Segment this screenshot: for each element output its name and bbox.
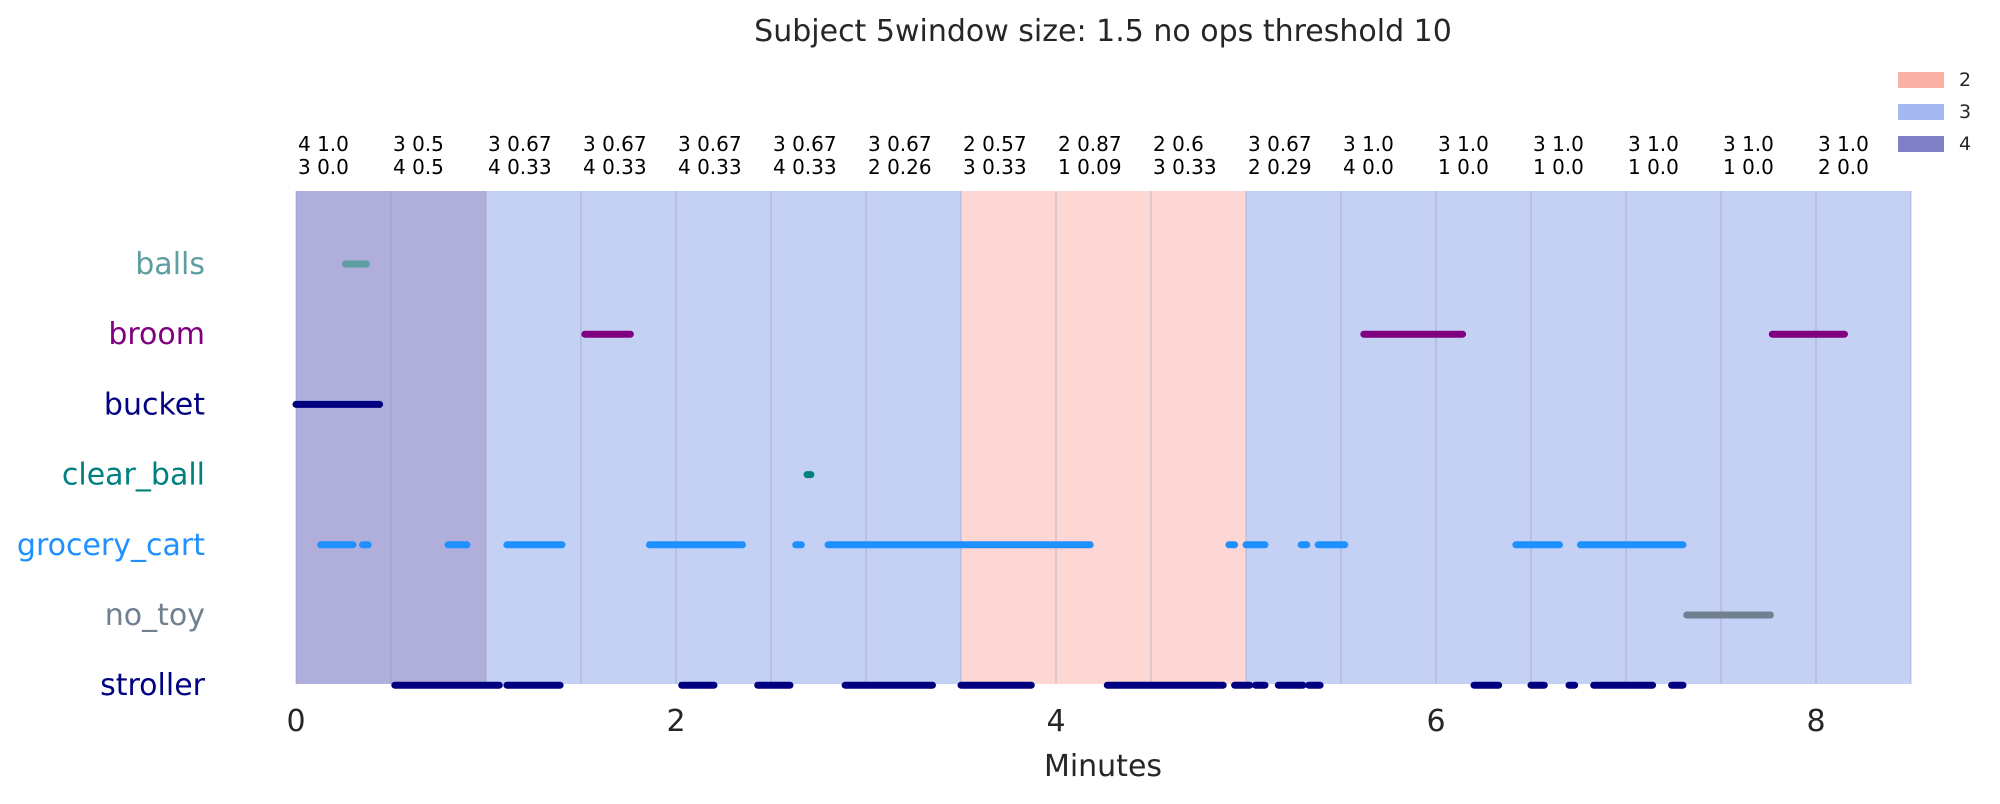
window-label-top-0: 4 1.0 [298, 132, 349, 156]
legend-label-2: 2 [1959, 69, 1971, 91]
window-label-bottom-14: 1 0.0 [1628, 155, 1679, 179]
window-label-top-16: 3 1.0 [1818, 132, 1869, 156]
window-label-top-3: 3 0.67 [583, 132, 647, 156]
window-label-top-6: 3 0.67 [868, 132, 932, 156]
window-band-4 [676, 191, 771, 684]
window-band-2 [486, 191, 581, 684]
window-label-bottom-13: 1 0.0 [1533, 155, 1584, 179]
window-label-bottom-11: 4 0.0 [1343, 155, 1394, 179]
y-label-balls: balls [135, 247, 205, 282]
window-label-top-12: 3 1.0 [1438, 132, 1489, 156]
x-tick-label-4: 8 [1806, 704, 1825, 739]
y-label-broom: broom [108, 317, 205, 352]
window-band-11 [1341, 191, 1436, 684]
window-label-top-7: 2 0.57 [963, 132, 1027, 156]
window-label-top-10: 3 0.67 [1248, 132, 1312, 156]
window-label-bottom-5: 4 0.33 [773, 155, 837, 179]
window-label-bottom-0: 3 0.0 [298, 155, 349, 179]
window-band-3 [581, 191, 676, 684]
window-label-bottom-4: 4 0.33 [678, 155, 742, 179]
window-label-bottom-15: 1 0.0 [1723, 155, 1774, 179]
window-label-top-8: 2 0.87 [1058, 132, 1122, 156]
window-label-bottom-12: 1 0.0 [1438, 155, 1489, 179]
y-label-clear_ball: clear_ball [62, 458, 205, 493]
x-tick-label-2: 4 [1046, 704, 1065, 739]
window-label-top-14: 3 1.0 [1628, 132, 1679, 156]
window-band-14 [1626, 191, 1721, 684]
legend-swatch-4 [1898, 136, 1944, 152]
window-label-top-5: 3 0.67 [773, 132, 837, 156]
legend-label-3: 3 [1959, 101, 1971, 123]
window-label-bottom-7: 3 0.33 [963, 155, 1027, 179]
window-label-bottom-16: 2 0.0 [1818, 155, 1869, 179]
window-label-bottom-1: 4 0.5 [393, 155, 444, 179]
legend-swatch-2 [1898, 72, 1944, 88]
x-tick-label-0: 0 [286, 704, 305, 739]
window-band-16 [1816, 191, 1911, 684]
window-label-bottom-9: 3 0.33 [1153, 155, 1217, 179]
x-tick-layer: 0 2 4 6 8 [286, 704, 1825, 739]
window-band-12 [1436, 191, 1531, 684]
window-band-8 [1056, 191, 1151, 684]
window-band-9 [1151, 191, 1246, 684]
legend-swatch-3 [1898, 104, 1944, 120]
window-label-top-4: 3 0.67 [678, 132, 742, 156]
y-label-bucket: bucket [104, 387, 205, 422]
window-label-top-2: 3 0.67 [488, 132, 552, 156]
window-label-top-1: 3 0.5 [393, 132, 444, 156]
window-band-1 [391, 191, 486, 684]
interval-layer [292, 260, 1848, 689]
window-label-bottom-6: 2 0.26 [868, 155, 932, 179]
window-band-15 [1721, 191, 1816, 684]
chart-title: Subject 5window size: 1.5 no ops thresho… [754, 14, 1452, 49]
window-band-5 [771, 191, 866, 684]
window-label-bottom-2: 4 0.33 [488, 155, 552, 179]
window-label-bottom-8: 1 0.09 [1058, 155, 1122, 179]
window-band-6 [866, 191, 961, 684]
window-layer [295, 191, 1912, 684]
y-label-layer: balls broom bucket clear_ball grocery_cartno… [17, 247, 206, 703]
x-axis-label: Minutes [1044, 749, 1162, 784]
window-band-0 [296, 191, 391, 684]
legend: 2 3 4 [1898, 69, 1971, 155]
window-label-top-13: 3 1.0 [1533, 132, 1584, 156]
window-label-bottom-3: 4 0.33 [583, 155, 647, 179]
x-tick-label-1: 2 [666, 704, 685, 739]
x-tick-label-3: 6 [1426, 704, 1445, 739]
y-label-grocery_cart: grocery_cart [17, 528, 205, 563]
y-label-no_toy: no_toy [105, 598, 205, 633]
window-label-bottom-10: 2 0.29 [1248, 155, 1312, 179]
window-band-10 [1246, 191, 1341, 684]
window-label-layer: 4 1.03 0.03 0.54 0.53 0.674 0.333 0.674 … [298, 132, 1869, 179]
window-label-top-11: 3 1.0 [1343, 132, 1394, 156]
window-label-top-9: 2 0.6 [1153, 132, 1204, 156]
window-band-7 [961, 191, 1056, 684]
window-label-top-15: 3 1.0 [1723, 132, 1774, 156]
legend-label-4: 4 [1959, 133, 1971, 155]
window-band-13 [1531, 191, 1626, 684]
y-label-stroller: stroller [100, 668, 206, 703]
